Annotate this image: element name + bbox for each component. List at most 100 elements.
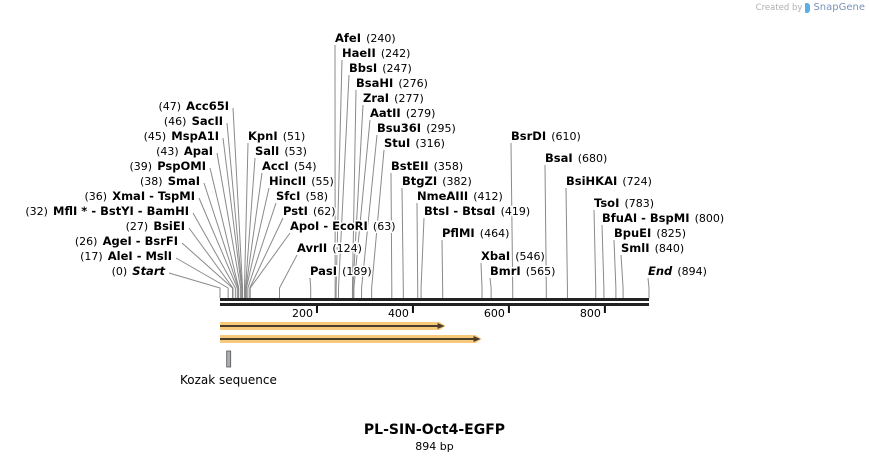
restriction-site[interactable]: TsoI (783) (593, 192, 656, 212)
restriction-site[interactable]: (45) MspA1I (142, 125, 220, 145)
site-position: (412) (473, 190, 503, 203)
restriction-site[interactable]: PstI (62) (282, 200, 338, 220)
site-leader-line (335, 59, 343, 298)
restriction-site[interactable]: ZraI (277) (362, 87, 426, 107)
arrowhead-icon (437, 323, 445, 329)
site-position: (295) (426, 122, 456, 135)
site-leader-line (480, 262, 483, 298)
ruler-label: 400 (388, 307, 409, 320)
ruler-ticks: 200 400 600 800 (292, 306, 606, 320)
restriction-site[interactable]: XbaI (546) (480, 245, 547, 265)
enzyme-name: AccI (262, 159, 289, 173)
site-leader-line (620, 254, 624, 298)
site-position: (240) (366, 32, 396, 45)
restriction-site[interactable]: PasI (189) (309, 260, 374, 280)
restriction-site[interactable]: BtgZI (382) (401, 170, 474, 190)
site-leader-line (222, 137, 243, 298)
site-position: (276) (398, 77, 428, 90)
site-leader-line (245, 187, 270, 298)
restriction-site[interactable]: BtsI - BtsαI (419) (423, 200, 532, 220)
restriction-site[interactable]: NmeAIII (412) (416, 185, 505, 205)
site-position: (382) (442, 175, 472, 188)
ruler-label: 200 (292, 307, 313, 320)
restriction-site[interactable]: SfcI (58) (275, 185, 330, 205)
restriction-site[interactable]: HaeII (242) (341, 42, 412, 62)
restriction-site[interactable]: (46) SacII (162, 110, 224, 130)
snapgene-logo-icon (805, 2, 811, 13)
restriction-site[interactable]: HincII (55) (268, 170, 336, 190)
restriction-site[interactable]: Bsu36I (295) (376, 117, 458, 137)
ruler-label: 800 (580, 307, 601, 320)
restriction-site[interactable]: (27) BsiEI (124, 215, 186, 235)
site-leader-line (593, 209, 597, 298)
enzyme-name: BbsI (349, 61, 377, 75)
restriction-site[interactable]: BsiHKAI (724) (565, 170, 654, 190)
site-position: (43) (156, 145, 179, 158)
enzyme-name: Bsu36I (377, 121, 421, 135)
enzyme-name: End (648, 264, 673, 278)
site-position: (242) (381, 47, 411, 60)
site-leader-line (181, 242, 233, 298)
restriction-site[interactable]: BsrDI (610) (510, 125, 583, 145)
restriction-site[interactable]: BmrI (565) (489, 260, 557, 280)
restriction-site[interactable]: (39) PspOMI (128, 155, 208, 175)
restriction-site[interactable]: AfeI (240) (334, 27, 398, 47)
restriction-site[interactable]: (38) SmaI (139, 170, 202, 190)
site-position: (894) (677, 265, 707, 278)
enzyme-name: AleI - MslI (108, 249, 172, 263)
enzyme-name: ApoI - EcoRI (290, 219, 368, 233)
feature-arrow-1[interactable] (220, 322, 446, 330)
restriction-site[interactable]: AccI (54) (261, 155, 319, 175)
site-position: (610) (551, 130, 581, 143)
kozak-label[interactable]: Kozak sequence (180, 373, 277, 387)
site-position: (26) (75, 235, 98, 248)
restriction-site[interactable]: (32) MflI * - BstYI - BamHI (24, 200, 191, 220)
enzyme-name: BfuAI - BspMI (602, 211, 689, 225)
enzyme-name: PspOMI (157, 159, 206, 173)
site-position: (316) (415, 137, 445, 150)
kozak-feature[interactable] (226, 350, 232, 368)
enzyme-name: BsaI (545, 151, 573, 165)
site-position: (27) (126, 220, 149, 233)
restriction-site[interactable]: BsaHI (276) (355, 72, 430, 92)
restriction-site[interactable]: (26) AgeI - BsrFI (73, 230, 179, 250)
site-position: (62) (313, 205, 336, 218)
site-leader-line (420, 217, 425, 298)
restriction-site[interactable]: BbsI (247) (348, 57, 414, 77)
restriction-site[interactable]: End (894) (647, 260, 709, 280)
enzyme-name: BsaHI (356, 76, 393, 90)
restriction-site[interactable]: (0) Start (110, 260, 167, 280)
enzyme-name: SalI (255, 144, 279, 158)
restriction-site[interactable]: (43) ApaI (155, 140, 215, 160)
kozak-sequence-box[interactable] (226, 350, 232, 368)
restriction-site[interactable]: BstEII (358) (390, 155, 465, 175)
restriction-site[interactable]: BfuAI - BspMI (800) (601, 207, 726, 227)
site-leader-line (175, 257, 229, 298)
map-length: 894 bp (415, 440, 454, 453)
restriction-site[interactable]: SmlI (840) (620, 237, 686, 257)
restriction-site[interactable]: SalI (53) (254, 140, 309, 160)
site-position: (825) (656, 227, 686, 240)
restriction-site[interactable]: BsaI (680) (544, 147, 609, 167)
enzyme-name: Acc65I (186, 99, 229, 113)
restriction-site[interactable]: ApoI - EcoRI (63) (289, 215, 398, 235)
restriction-site[interactable]: (36) XmaI - TspMI (83, 185, 196, 205)
site-leader-line (198, 197, 238, 298)
enzyme-name: AfeI (335, 31, 361, 45)
restriction-site[interactable]: KpnI (51) (247, 125, 307, 145)
feature-arrow-2[interactable] (220, 335, 482, 343)
enzyme-name: SmlI (621, 241, 650, 255)
enzyme-name: StuI (384, 136, 410, 150)
restriction-site[interactable]: StuI (316) (383, 132, 447, 152)
restriction-site[interactable]: AatII (279) (369, 102, 437, 122)
restriction-site[interactable]: (17) AleI - MslI (79, 245, 174, 265)
enzyme-name: BpuEI (614, 226, 651, 240)
map-title: PL-SIN-Oct4-EGFP (363, 422, 506, 438)
enzyme-name: AvrII (297, 241, 327, 255)
restriction-site[interactable]: BpuEI (825) (613, 222, 688, 242)
restriction-site[interactable]: AvrII (124) (296, 237, 364, 257)
restriction-site[interactable]: (47) Acc65I (157, 95, 231, 115)
site-leader-line (647, 277, 650, 298)
restriction-site[interactable]: PflMI (464) (441, 222, 511, 242)
site-leader-line (279, 254, 298, 298)
